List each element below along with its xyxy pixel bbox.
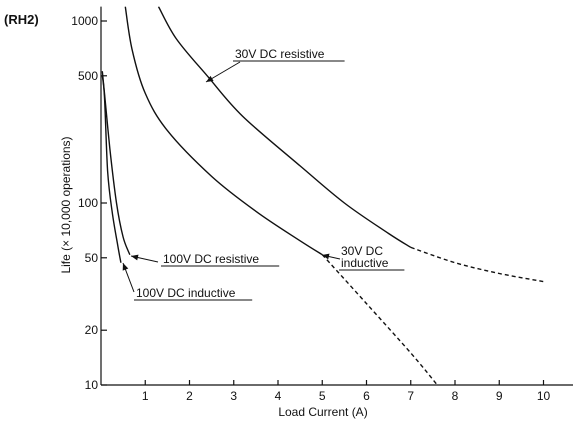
series-100v-dc-inductive-solid: [101, 75, 122, 263]
x-tick-label: 1: [142, 389, 149, 403]
series-30v-dc-resistive-solid: [157, 6, 412, 248]
label-100v-dc-inductive-arrowhead: [122, 263, 129, 271]
y-tick-label: 1000: [71, 14, 98, 28]
series-30v-dc-inductive-solid: [124, 6, 323, 256]
x-tick-label: 7: [407, 389, 414, 403]
label-100v-dc-inductive: 100V DC inductive: [136, 286, 236, 300]
y-tick-label: 500: [78, 69, 98, 83]
y-axis-title: Life (× 10,000 operations): [59, 136, 73, 273]
x-tick-label: 10: [537, 389, 551, 403]
label-30v-dc-inductive-arrowhead: [322, 253, 330, 260]
plot-area: 1 2 3 4 5 6 7 8 9 10 10 20 50 100 500 1000 30V DC resist…: [71, 6, 573, 403]
label-30v-dc-resistive: 30V DC resistive: [235, 47, 325, 61]
x-tick-label: 6: [363, 389, 370, 403]
label-30v-dc-inductive: inductive: [341, 256, 389, 270]
y-tick-label: 10: [85, 378, 99, 392]
series-100v-dc-resistive-solid: [101, 71, 131, 255]
x-tick-label: 8: [452, 389, 459, 403]
x-axis-title: Load Current (A): [278, 405, 367, 419]
label-100v-dc-resistive: 100V DC resistive: [163, 252, 259, 266]
x-tick-label: 3: [230, 389, 237, 403]
y-tick-label: 20: [85, 323, 99, 337]
label-30v-dc-inductive: 30V DC: [341, 244, 383, 258]
panel-label: (RH2): [4, 12, 39, 27]
label-100v-dc-resistive-arrowhead: [131, 254, 139, 261]
x-tick-label: 5: [319, 389, 326, 403]
x-tick-label: 2: [186, 389, 193, 403]
x-tick-label: 4: [275, 389, 282, 403]
series-30v-dc-inductive-dashed: [321, 254, 438, 385]
y-tick-label: 100: [78, 196, 98, 210]
series-30v-dc-resistive-dashed: [410, 246, 544, 283]
label-30v-dc-resistive-arrowhead: [206, 75, 214, 82]
y-tick-label: 50: [85, 251, 99, 265]
x-tick-label: 9: [496, 389, 503, 403]
